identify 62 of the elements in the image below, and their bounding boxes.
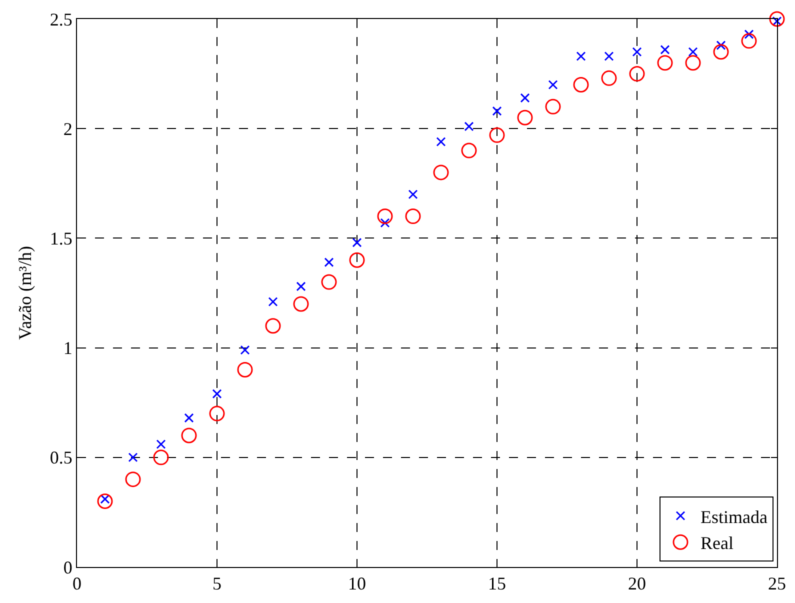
point [268,297,278,307]
x-tick-label: 25 [768,574,786,594]
point [632,47,642,57]
point [349,252,365,268]
point [212,389,222,399]
point [293,296,309,312]
point [576,52,586,62]
point [240,345,250,355]
point [408,190,418,200]
point [713,44,729,60]
point [209,406,225,422]
point [688,47,698,57]
point [237,362,253,378]
point [629,66,645,82]
point [324,258,334,268]
point [377,208,393,224]
y-tick-label: 1 [63,338,72,358]
point [489,127,505,143]
point [573,77,589,93]
point [660,44,670,54]
x-tick-label: 15 [488,574,506,594]
x-tick-label: 10 [348,574,366,594]
point [492,106,502,116]
x-tick-label: 20 [628,574,646,594]
point [433,164,449,180]
point [685,55,701,71]
point [604,52,614,62]
legend-label: Estimada [700,506,768,527]
point [517,110,533,126]
point [97,493,113,509]
point [464,122,474,132]
point [184,413,194,423]
point [321,274,337,290]
point [405,208,421,224]
point [128,452,138,462]
point [461,142,477,158]
point [125,472,141,488]
point [601,70,617,86]
point [436,137,446,146]
point [181,428,197,444]
point [716,40,726,50]
y-tick-label: 2.5 [50,9,72,30]
point [520,93,530,103]
point [545,98,561,114]
point [744,30,754,40]
y-tick-label: 2 [63,118,72,139]
point [769,11,785,27]
point [352,238,362,248]
y-tick-label: 1.5 [50,228,72,248]
y-tick-label: 0 [63,557,72,578]
y-tick-label: 0.5 [50,448,72,468]
point [153,450,169,466]
point [380,218,390,228]
point [548,80,558,90]
point [657,55,673,71]
point [265,318,281,334]
x-tick-label: 5 [212,574,222,594]
y-axis-title: Vazão (m³/h) [15,246,35,340]
point [156,440,166,449]
point [741,33,757,49]
point [296,282,306,292]
legend-label: Real [700,533,734,554]
